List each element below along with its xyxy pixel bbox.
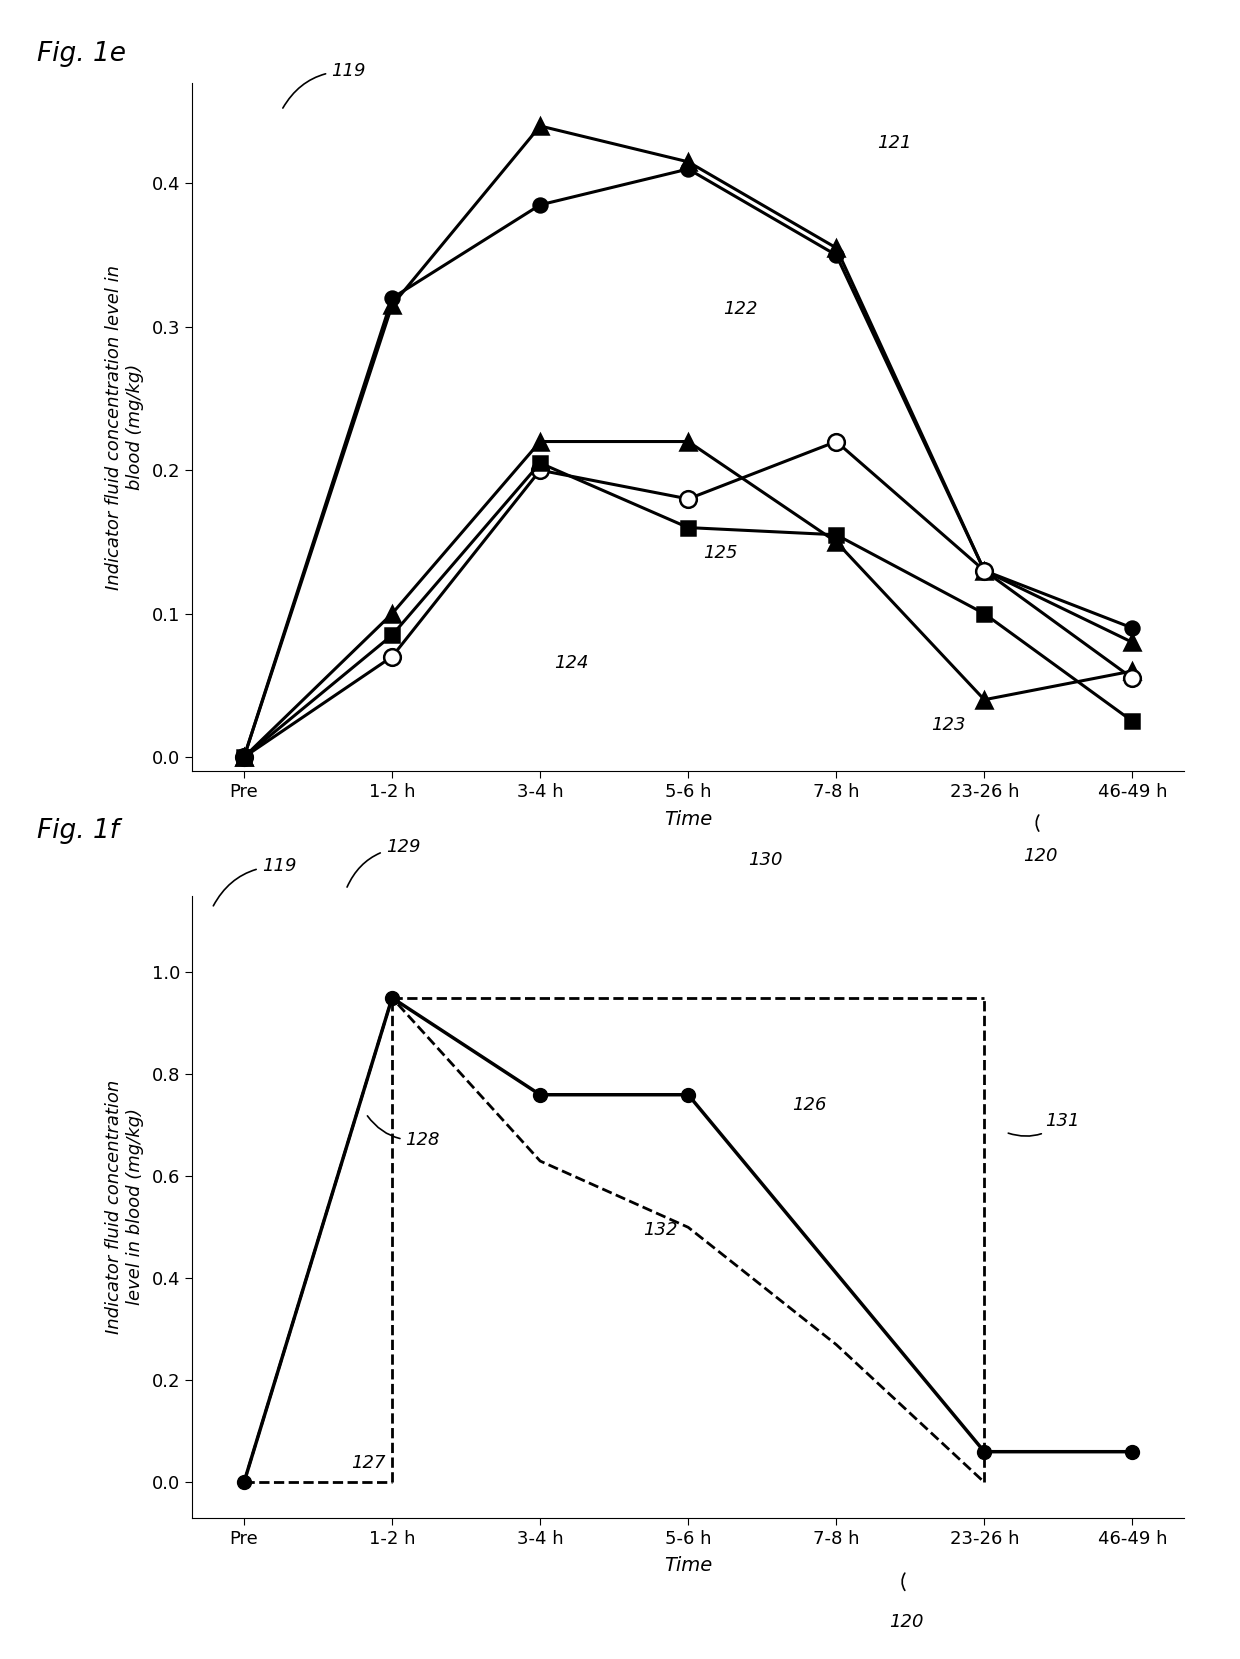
Y-axis label: Indicator fluid concentration
level in blood (mg/kg): Indicator fluid concentration level in b… xyxy=(104,1080,144,1334)
Text: Fig. 1f: Fig. 1f xyxy=(37,818,119,844)
Text: 119: 119 xyxy=(213,858,296,906)
Text: 132: 132 xyxy=(644,1221,678,1239)
Text: 122: 122 xyxy=(723,300,758,317)
X-axis label: Time: Time xyxy=(665,810,712,828)
Text: 120: 120 xyxy=(1023,848,1058,864)
Y-axis label: Indicator fluid concentration level in
blood (mg/kg): Indicator fluid concentration level in b… xyxy=(104,265,144,589)
X-axis label: Time: Time xyxy=(665,1556,712,1574)
Text: 129: 129 xyxy=(347,838,420,888)
Text: 123: 123 xyxy=(931,717,966,735)
Text: 120: 120 xyxy=(889,1613,924,1631)
Text: 121: 121 xyxy=(877,134,911,153)
Text: 128: 128 xyxy=(367,1117,440,1148)
Text: 119: 119 xyxy=(283,61,366,108)
Text: 125: 125 xyxy=(703,544,738,562)
Text: 127: 127 xyxy=(351,1455,386,1472)
Text: 131: 131 xyxy=(1008,1112,1080,1136)
Text: Fig. 1e: Fig. 1e xyxy=(37,41,126,68)
Text: 130: 130 xyxy=(748,851,782,869)
Text: 124: 124 xyxy=(554,654,589,672)
Text: 126: 126 xyxy=(792,1097,827,1115)
